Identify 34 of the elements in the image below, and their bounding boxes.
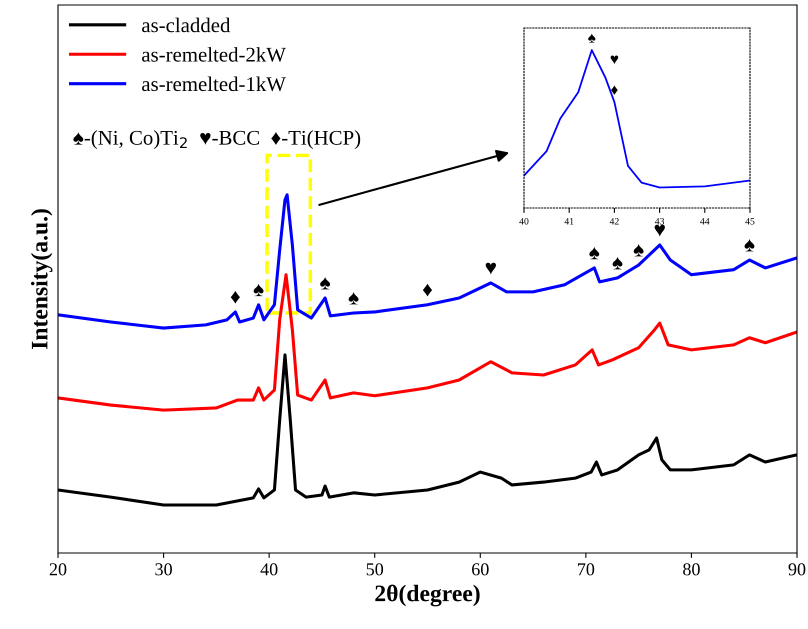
x-tick-label: 20 — [50, 563, 66, 576]
annotation: ♠ — [348, 292, 359, 304]
annotation: ♠ — [588, 34, 596, 43]
x-tick-label: 60 — [472, 563, 489, 576]
annotation: ♠ — [634, 244, 644, 256]
x-tick-label: 41 — [564, 218, 574, 224]
x-tick-label: 40 — [519, 218, 528, 225]
x-tick-label: 70 — [578, 563, 594, 576]
x-tick-label: 40 — [260, 563, 278, 576]
annotation: ♠ — [254, 284, 264, 296]
annotation: ♥ — [486, 262, 496, 275]
annotation: ♦ — [422, 284, 432, 296]
x-tick-label: 42 — [610, 218, 619, 224]
x-tick-label: 30 — [155, 563, 172, 576]
legend-label: as-remelted-2kW — [142, 47, 286, 62]
x-tick-label: 44 — [700, 218, 710, 224]
x-tick-label: 43 — [654, 218, 664, 225]
x-tick-label: 80 — [683, 563, 700, 576]
annotation: ♥ — [610, 56, 618, 64]
annotation: ♦ — [610, 86, 618, 95]
annotation: ♥ — [654, 224, 665, 237]
annotation: ♠ — [320, 276, 330, 290]
y-axis-title: Intensity(a.u.) — [30, 209, 52, 350]
annotation: ♠ — [589, 246, 600, 260]
x-tick-label: 90 — [788, 563, 806, 576]
annotation: ♦ — [230, 290, 240, 304]
x-tick-label: 50 — [366, 563, 384, 576]
x-tick-label: 45 — [745, 218, 754, 225]
annotation: ♠ — [612, 256, 622, 270]
text: ♠-(Ni, Co)Ti$_{2}$ ♥-BCC ♦-Ti(HCP) — [73, 130, 360, 150]
annotation: ♠ — [744, 238, 754, 252]
x-axis-title: 2θ(degree) — [375, 584, 480, 606]
legend-label: as-remelted-1kW — [142, 76, 286, 92]
legend-label: as-cladded — [142, 18, 230, 32]
